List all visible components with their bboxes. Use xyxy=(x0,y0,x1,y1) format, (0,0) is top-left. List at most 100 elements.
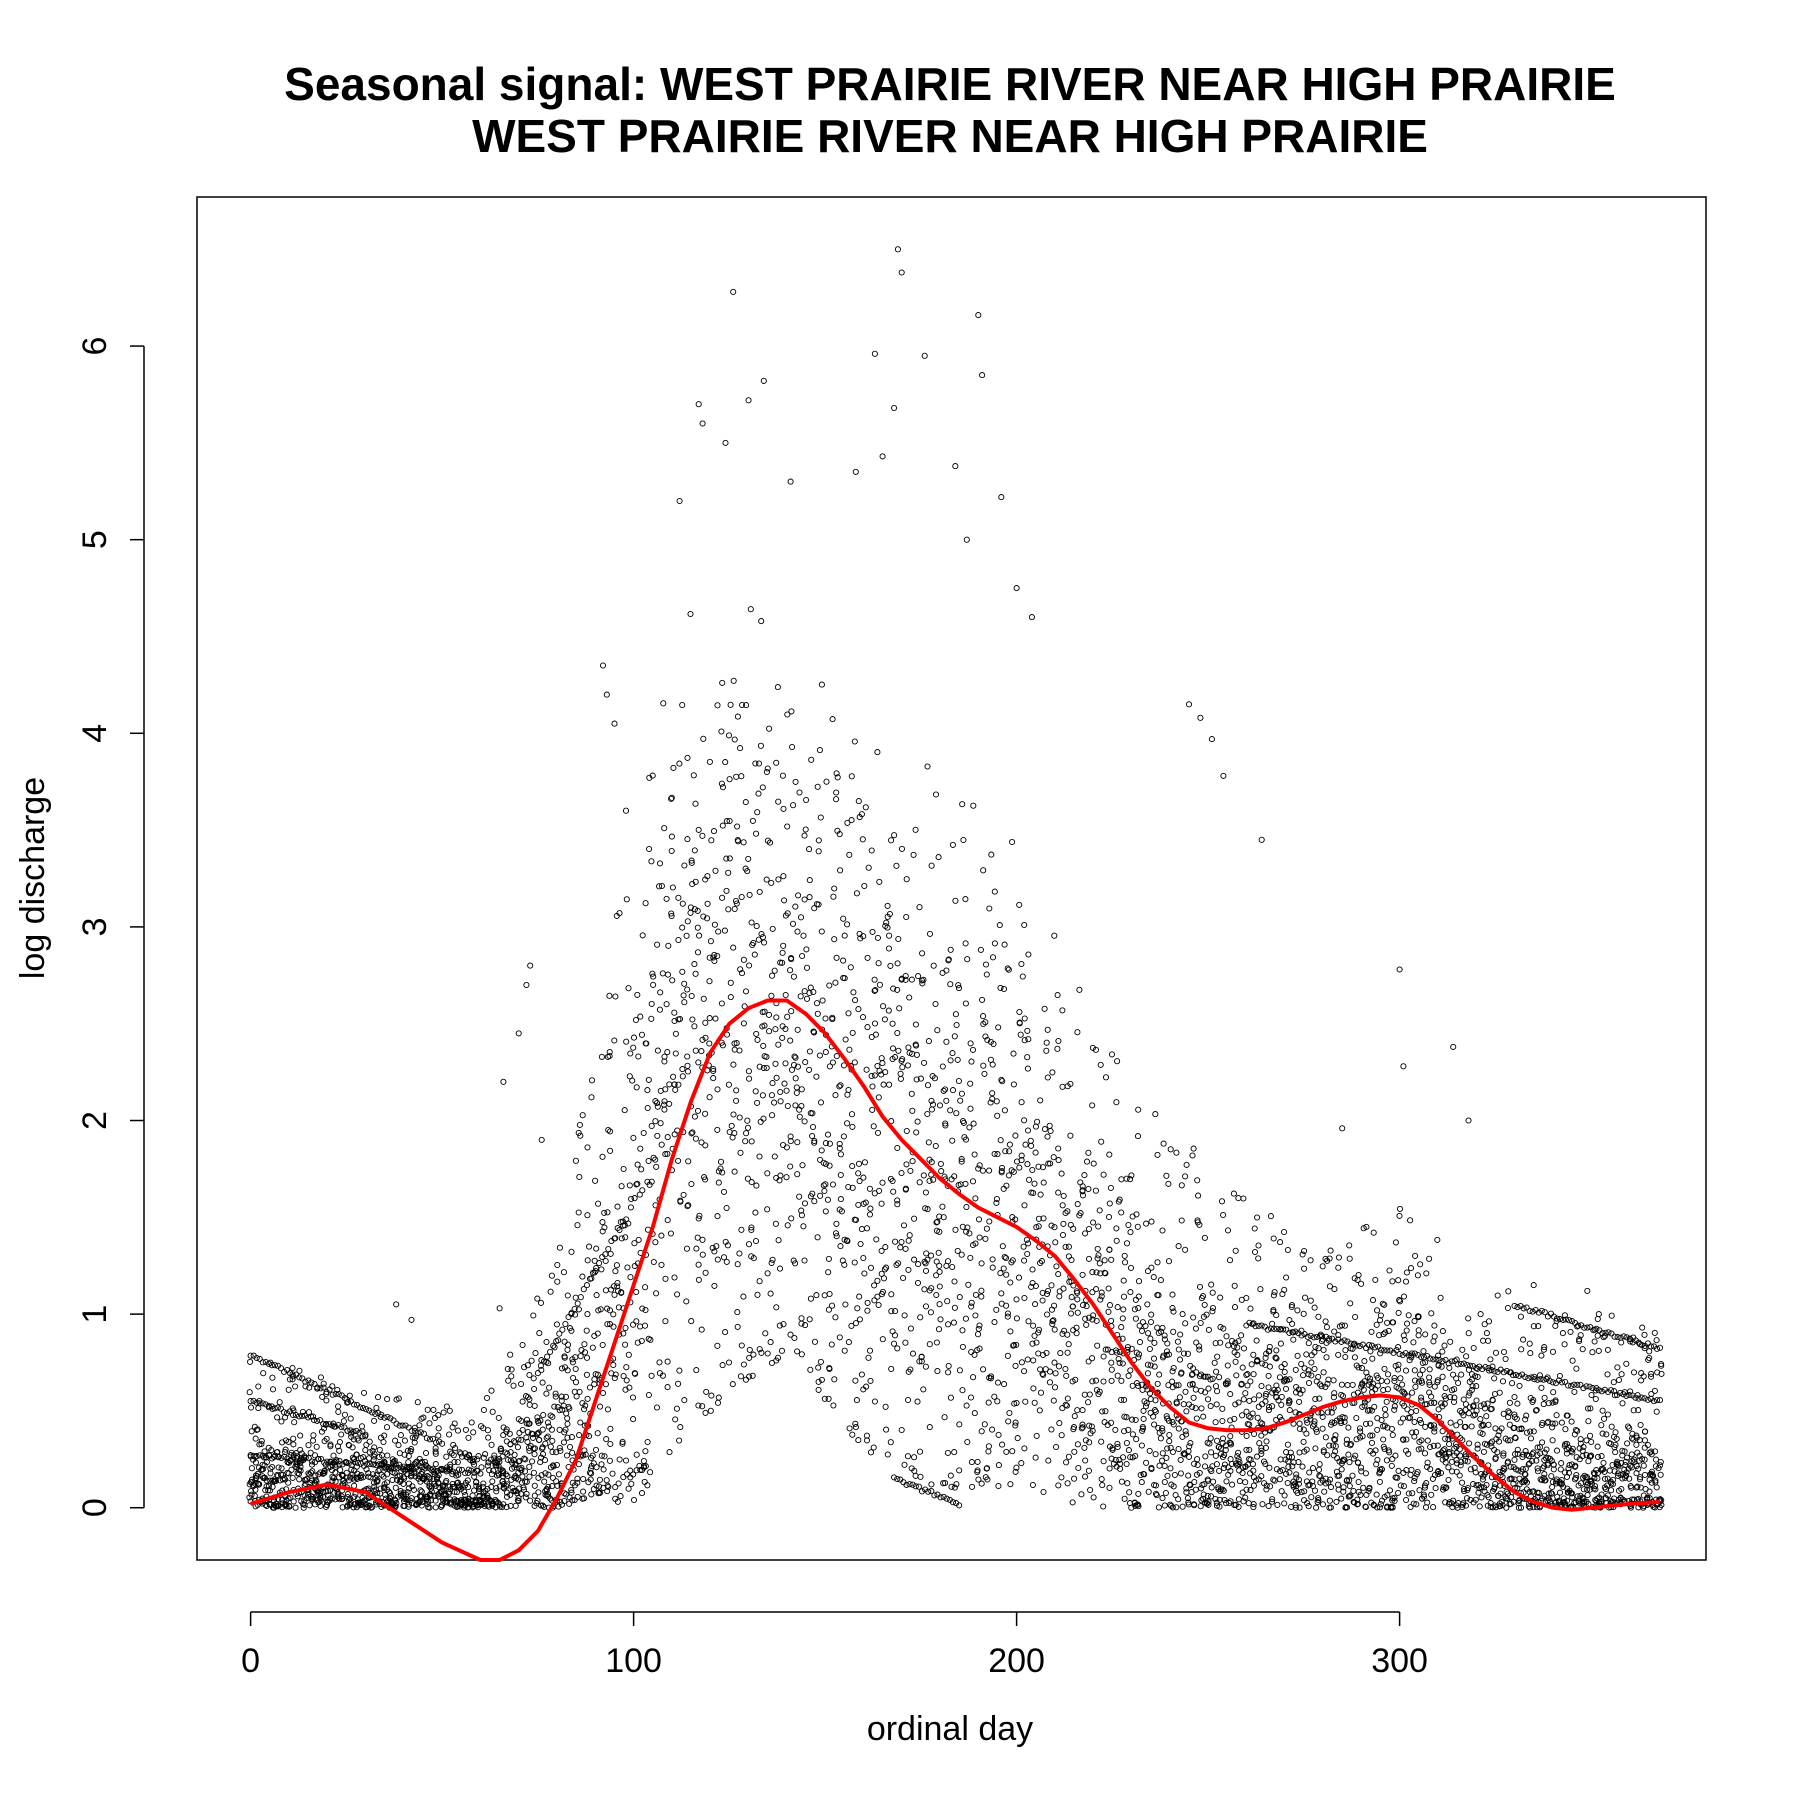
scatter-point xyxy=(693,1367,700,1374)
scatter-point xyxy=(544,1491,552,1498)
scatter-point xyxy=(564,1367,571,1374)
scatter-point xyxy=(918,1353,925,1361)
scatter-point xyxy=(852,997,859,1004)
scatter-point xyxy=(650,1258,657,1266)
scatter-point xyxy=(806,877,813,884)
scatter-point xyxy=(1197,1319,1204,1327)
scatter-point xyxy=(703,1388,710,1395)
scatter-point xyxy=(881,1016,888,1023)
scatter-point xyxy=(856,1316,863,1323)
scatter-point xyxy=(738,773,745,780)
scatter-point xyxy=(1502,1355,1509,1363)
scatter-point xyxy=(864,1299,871,1306)
scatter-point xyxy=(1474,1441,1481,1448)
scatter-point xyxy=(772,1026,779,1033)
scatter-point xyxy=(618,1289,625,1296)
scatter-point xyxy=(247,1358,254,1365)
scatter-point xyxy=(1007,1481,1014,1488)
scatter-point xyxy=(1465,1392,1472,1399)
scatter-point xyxy=(1143,1400,1150,1407)
scatter-point xyxy=(792,903,799,910)
scatter-point xyxy=(1246,1421,1253,1428)
scatter-point xyxy=(1377,1501,1384,1508)
scatter-point xyxy=(252,1486,259,1493)
scatter-point xyxy=(710,1065,717,1073)
scatter-point xyxy=(872,987,879,994)
scatter-point xyxy=(583,1371,590,1378)
scatter-point xyxy=(411,1434,419,1442)
scatter-point xyxy=(1506,1399,1513,1406)
scatter-point xyxy=(1259,1501,1266,1508)
scatter-point xyxy=(1603,1431,1610,1438)
scatter-point xyxy=(1135,1106,1142,1113)
scatter-point xyxy=(621,1222,628,1229)
scatter-point xyxy=(936,1102,944,1109)
scatter-point xyxy=(518,1464,525,1471)
scatter-point xyxy=(1614,1364,1621,1371)
scatter-point xyxy=(987,1099,994,1106)
scatter-point xyxy=(775,798,782,805)
scatter-point xyxy=(656,883,663,890)
scatter-point xyxy=(1469,1383,1476,1390)
scatter-point xyxy=(1407,1503,1414,1511)
scatter-point xyxy=(1298,1360,1305,1368)
scatter-point xyxy=(627,1274,634,1281)
scatter-point xyxy=(589,1344,596,1351)
scatter-point xyxy=(780,1321,787,1328)
scatter-point xyxy=(1202,1453,1209,1460)
scatter-point xyxy=(1342,1347,1349,1354)
scatter-point xyxy=(1427,1422,1434,1429)
scatter-point xyxy=(432,1448,439,1455)
scatter-point xyxy=(1022,1398,1029,1405)
scatter-point xyxy=(1013,1296,1020,1303)
scatter-point xyxy=(1312,1445,1319,1452)
scatter-point xyxy=(940,1214,947,1221)
scatter-point xyxy=(434,1474,441,1481)
scatter-point xyxy=(764,1350,771,1357)
scatter-point xyxy=(536,1436,543,1443)
scatter-point xyxy=(1400,1293,1408,1300)
scatter-point xyxy=(995,1482,1002,1490)
scatter-point xyxy=(867,1377,874,1384)
scatter-point xyxy=(384,1396,391,1403)
scatter-point xyxy=(432,1497,439,1504)
scatter-point xyxy=(1494,1292,1501,1299)
scatter-point xyxy=(1399,1400,1406,1407)
scatter-point xyxy=(1283,1470,1290,1477)
scatter-point xyxy=(633,1451,640,1458)
scatter-point xyxy=(1200,1491,1207,1498)
scatter-point xyxy=(788,1215,795,1222)
scatter-point xyxy=(675,1081,682,1088)
scatter-point xyxy=(554,1261,561,1269)
scatter-point xyxy=(1645,1356,1652,1363)
scatter-point xyxy=(691,1113,698,1120)
scatter-point xyxy=(1211,1359,1218,1366)
scatter-point xyxy=(493,1488,500,1495)
scatter-point xyxy=(1419,1359,1426,1367)
scatter-point xyxy=(1270,1476,1277,1483)
scatter-point xyxy=(754,1291,761,1298)
scatter-point xyxy=(1484,1400,1491,1407)
scatter-point xyxy=(1192,1325,1199,1332)
scatter-point xyxy=(1196,1346,1203,1353)
scatter-point xyxy=(650,973,657,980)
scatter-point xyxy=(1497,1490,1504,1497)
scatter-point xyxy=(1434,1442,1441,1449)
scatter-point xyxy=(981,1421,988,1428)
scatter-point xyxy=(814,1010,821,1017)
scatter-point xyxy=(949,1087,957,1094)
scatter-point xyxy=(791,1053,798,1060)
scatter-point xyxy=(1142,1403,1150,1410)
scatter-point xyxy=(899,1064,906,1071)
scatter-point xyxy=(1203,1311,1210,1318)
scatter-point xyxy=(371,1483,378,1490)
scatter-point xyxy=(933,1219,940,1226)
scatter-point xyxy=(363,1441,370,1448)
scatter-point xyxy=(725,906,732,913)
scatter-point xyxy=(1263,1486,1270,1493)
scatter-point xyxy=(1428,1491,1435,1498)
scatter-point xyxy=(1630,1436,1637,1443)
scatter-point xyxy=(959,1223,966,1230)
scatter-point xyxy=(389,1456,396,1463)
scatter-point xyxy=(1327,1247,1334,1254)
